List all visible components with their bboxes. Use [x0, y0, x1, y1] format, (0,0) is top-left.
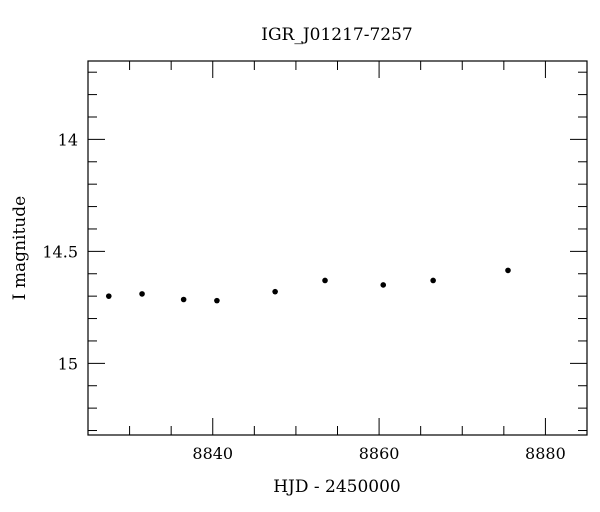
data-point: [214, 297, 220, 304]
y-tick-label: 15: [58, 354, 78, 373]
data-point: [322, 277, 328, 284]
chart-title: IGR_J01217-7257: [261, 25, 413, 45]
plot-frame: [87, 60, 588, 436]
data-point: [430, 277, 436, 284]
data-points: [105, 267, 511, 304]
data-point: [505, 267, 511, 274]
x-tick-label: 8840: [192, 444, 233, 463]
data-point: [139, 291, 145, 297]
y-tick-label: 14: [58, 130, 78, 149]
axis-ticks: [87, 61, 588, 435]
data-point: [272, 288, 278, 295]
y-tick-label: 14.5: [42, 242, 78, 261]
x-tick-label: 8860: [359, 444, 400, 463]
data-point: [105, 293, 112, 299]
data-point: [380, 282, 387, 288]
x-tick-label: 8880: [525, 444, 566, 463]
x-axis-label: HJD - 2450000: [273, 477, 401, 497]
y-axis-label: I magnitude: [10, 196, 30, 300]
data-point: [180, 296, 187, 303]
axis-tick-labels: 8840 8860 8880 14 14.5 15: [42, 130, 565, 463]
